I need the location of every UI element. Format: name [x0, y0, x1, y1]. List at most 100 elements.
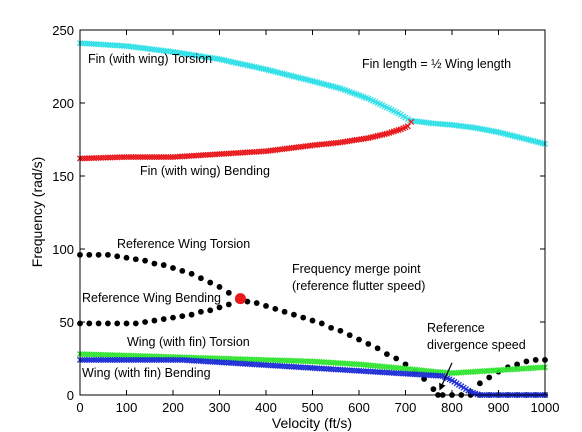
data-point: [93, 356, 100, 364]
data-point: [258, 356, 265, 363]
data-point: [267, 357, 274, 364]
data-point: [107, 352, 114, 359]
data-point: [253, 356, 260, 363]
data-point: [225, 289, 232, 296]
data-point: [155, 356, 163, 364]
data-point: [114, 352, 121, 359]
data-point: [158, 356, 165, 364]
data-point: [137, 153, 144, 161]
data-point: [86, 351, 93, 358]
data-point: [169, 356, 177, 364]
x-tick-label: 800: [441, 400, 463, 415]
x-tick-label: 100: [116, 400, 138, 415]
data-point: [514, 361, 520, 368]
data-point: [83, 351, 91, 358]
data-point: [318, 320, 325, 327]
data-point: [160, 316, 167, 322]
data-point: [132, 356, 139, 364]
x-tick-label: 400: [255, 400, 277, 415]
data-point: [532, 357, 539, 363]
data-point: [393, 355, 400, 362]
data-point: [304, 358, 311, 365]
data-point: [486, 374, 493, 381]
data-point: [95, 356, 102, 364]
data-point: [167, 153, 174, 161]
data-point: [114, 154, 121, 161]
label-divergence-line1: Reference: [427, 321, 485, 335]
data-point: [88, 351, 95, 358]
data-point: [160, 262, 167, 268]
series-fin-with-wing-bending: [76, 118, 415, 162]
data-point: [123, 254, 130, 261]
data-point: [114, 253, 121, 260]
data-point: [146, 356, 153, 364]
data-point: [105, 320, 111, 327]
label-wing-bending: Wing (with fin) Bending: [82, 366, 211, 380]
data-point: [272, 305, 279, 312]
data-point: [248, 356, 256, 363]
data-point: [114, 356, 121, 364]
data-point: [165, 153, 172, 161]
data-point: [83, 155, 91, 162]
data-point: [276, 357, 284, 364]
data-point: [100, 351, 107, 358]
x-tick-label: 900: [488, 400, 510, 415]
data-point: [239, 356, 246, 363]
data-point: [88, 155, 95, 162]
data-point: [149, 356, 156, 364]
data-point: [90, 356, 98, 364]
data-point: [144, 356, 151, 364]
data-point: [153, 356, 160, 364]
data-point: [109, 356, 116, 364]
data-point: [149, 153, 156, 161]
data-point: [118, 356, 125, 364]
x-tick-label: 300: [209, 400, 231, 415]
data-point: [216, 304, 223, 311]
data-point: [81, 351, 88, 358]
data-point: [93, 154, 100, 162]
data-point: [188, 311, 195, 318]
x-tick-label: 700: [395, 400, 417, 415]
data-point: [337, 327, 344, 334]
data-point: [290, 357, 297, 364]
data-point: [151, 356, 158, 364]
data-point: [97, 154, 104, 161]
data-point: [162, 153, 170, 161]
data-point: [356, 336, 362, 343]
data-point: [95, 251, 102, 258]
label-fin-bending: Fin (with wing) Bending: [140, 164, 270, 178]
label-wing-torsion: Wing (with fin) Torsion: [127, 335, 250, 349]
data-point: [146, 153, 153, 161]
data-point: [365, 341, 372, 347]
divergence-arrow: [441, 362, 453, 385]
data-point: [384, 351, 390, 358]
data-point: [102, 154, 109, 161]
data-point: [128, 356, 135, 364]
data-point: [155, 153, 163, 161]
data-point: [153, 153, 160, 161]
data-point: [170, 314, 176, 321]
data-point: [95, 154, 102, 161]
x-ticks: 0 100 200 300 400 500 600 700 800 900 1000: [76, 30, 559, 415]
data-point: [176, 356, 184, 364]
data-point: [111, 356, 118, 364]
data-point: [237, 356, 244, 363]
data-point: [100, 154, 107, 161]
data-point: [291, 311, 297, 318]
data-point: [198, 308, 204, 315]
data-point: [93, 351, 100, 358]
data-point: [244, 356, 251, 363]
label-ref-bending: Reference Wing Bending: [82, 291, 221, 305]
data-point: [95, 351, 102, 358]
data-point: [151, 260, 158, 267]
data-point: [121, 352, 128, 359]
y-tick-label: 50: [60, 315, 74, 330]
data-point: [283, 357, 290, 364]
data-point: [139, 356, 146, 364]
x-tick-label: 200: [162, 400, 184, 415]
data-point: [121, 154, 128, 161]
data-point: [170, 265, 176, 271]
data-point: [116, 352, 123, 359]
label-merge-line1: Frequency merge point: [292, 262, 421, 276]
data-point: [251, 356, 258, 363]
